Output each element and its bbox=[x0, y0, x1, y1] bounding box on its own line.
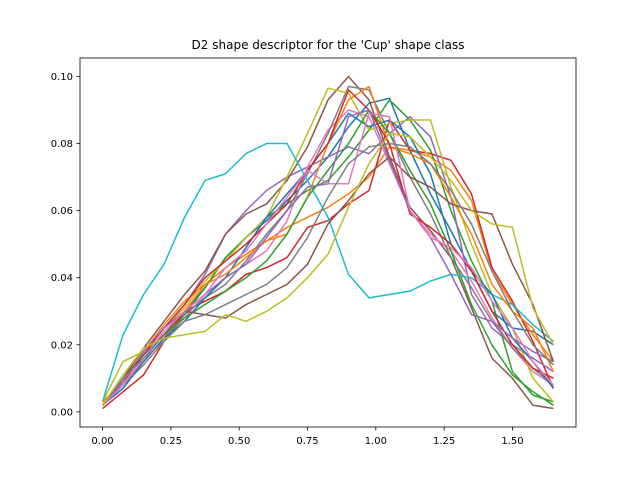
chart-title: D2 shape descriptor for the 'Cup' shape … bbox=[192, 38, 465, 52]
series-line-16 bbox=[101, 156, 555, 406]
series-line-6 bbox=[101, 75, 554, 410]
y-tick-label: 0.10 bbox=[51, 72, 73, 83]
axes-layer: 0.00 0.25 0.50 0.75 1.00 1.25 1.50 0.00 0.02 0.04… bbox=[51, 57, 577, 447]
x-tick-label: 0.75 bbox=[296, 436, 318, 447]
series-line-14 bbox=[101, 89, 554, 406]
x-tick-label: 1.25 bbox=[433, 436, 455, 447]
y-tick-label: 0.02 bbox=[51, 340, 73, 351]
series-line-9 bbox=[101, 87, 555, 403]
plot-area: 0.00 0.25 0.50 0.75 1.00 1.25 1.50 0.00 0.02 0.04… bbox=[51, 57, 577, 447]
series-line-13 bbox=[101, 109, 554, 406]
y-tick-label: 0.06 bbox=[51, 206, 73, 217]
y-tick-label: 0.08 bbox=[51, 139, 73, 150]
y-tick-label: 0.04 bbox=[51, 273, 73, 284]
series-line-17 bbox=[102, 112, 555, 406]
x-tick-label: 0.50 bbox=[228, 436, 250, 447]
series-line-18 bbox=[101, 142, 554, 406]
x-tick-label: 0.25 bbox=[160, 436, 182, 447]
x-tick-label: 0.00 bbox=[91, 436, 113, 447]
series-layer bbox=[101, 75, 555, 410]
axes-frame bbox=[79, 57, 577, 428]
series-line-19 bbox=[101, 132, 555, 406]
y-tick-label: 0.00 bbox=[51, 407, 73, 418]
series-line-4 bbox=[102, 119, 555, 410]
x-tick-label: 1.50 bbox=[501, 436, 523, 447]
x-tick-label: 1.00 bbox=[365, 436, 387, 447]
